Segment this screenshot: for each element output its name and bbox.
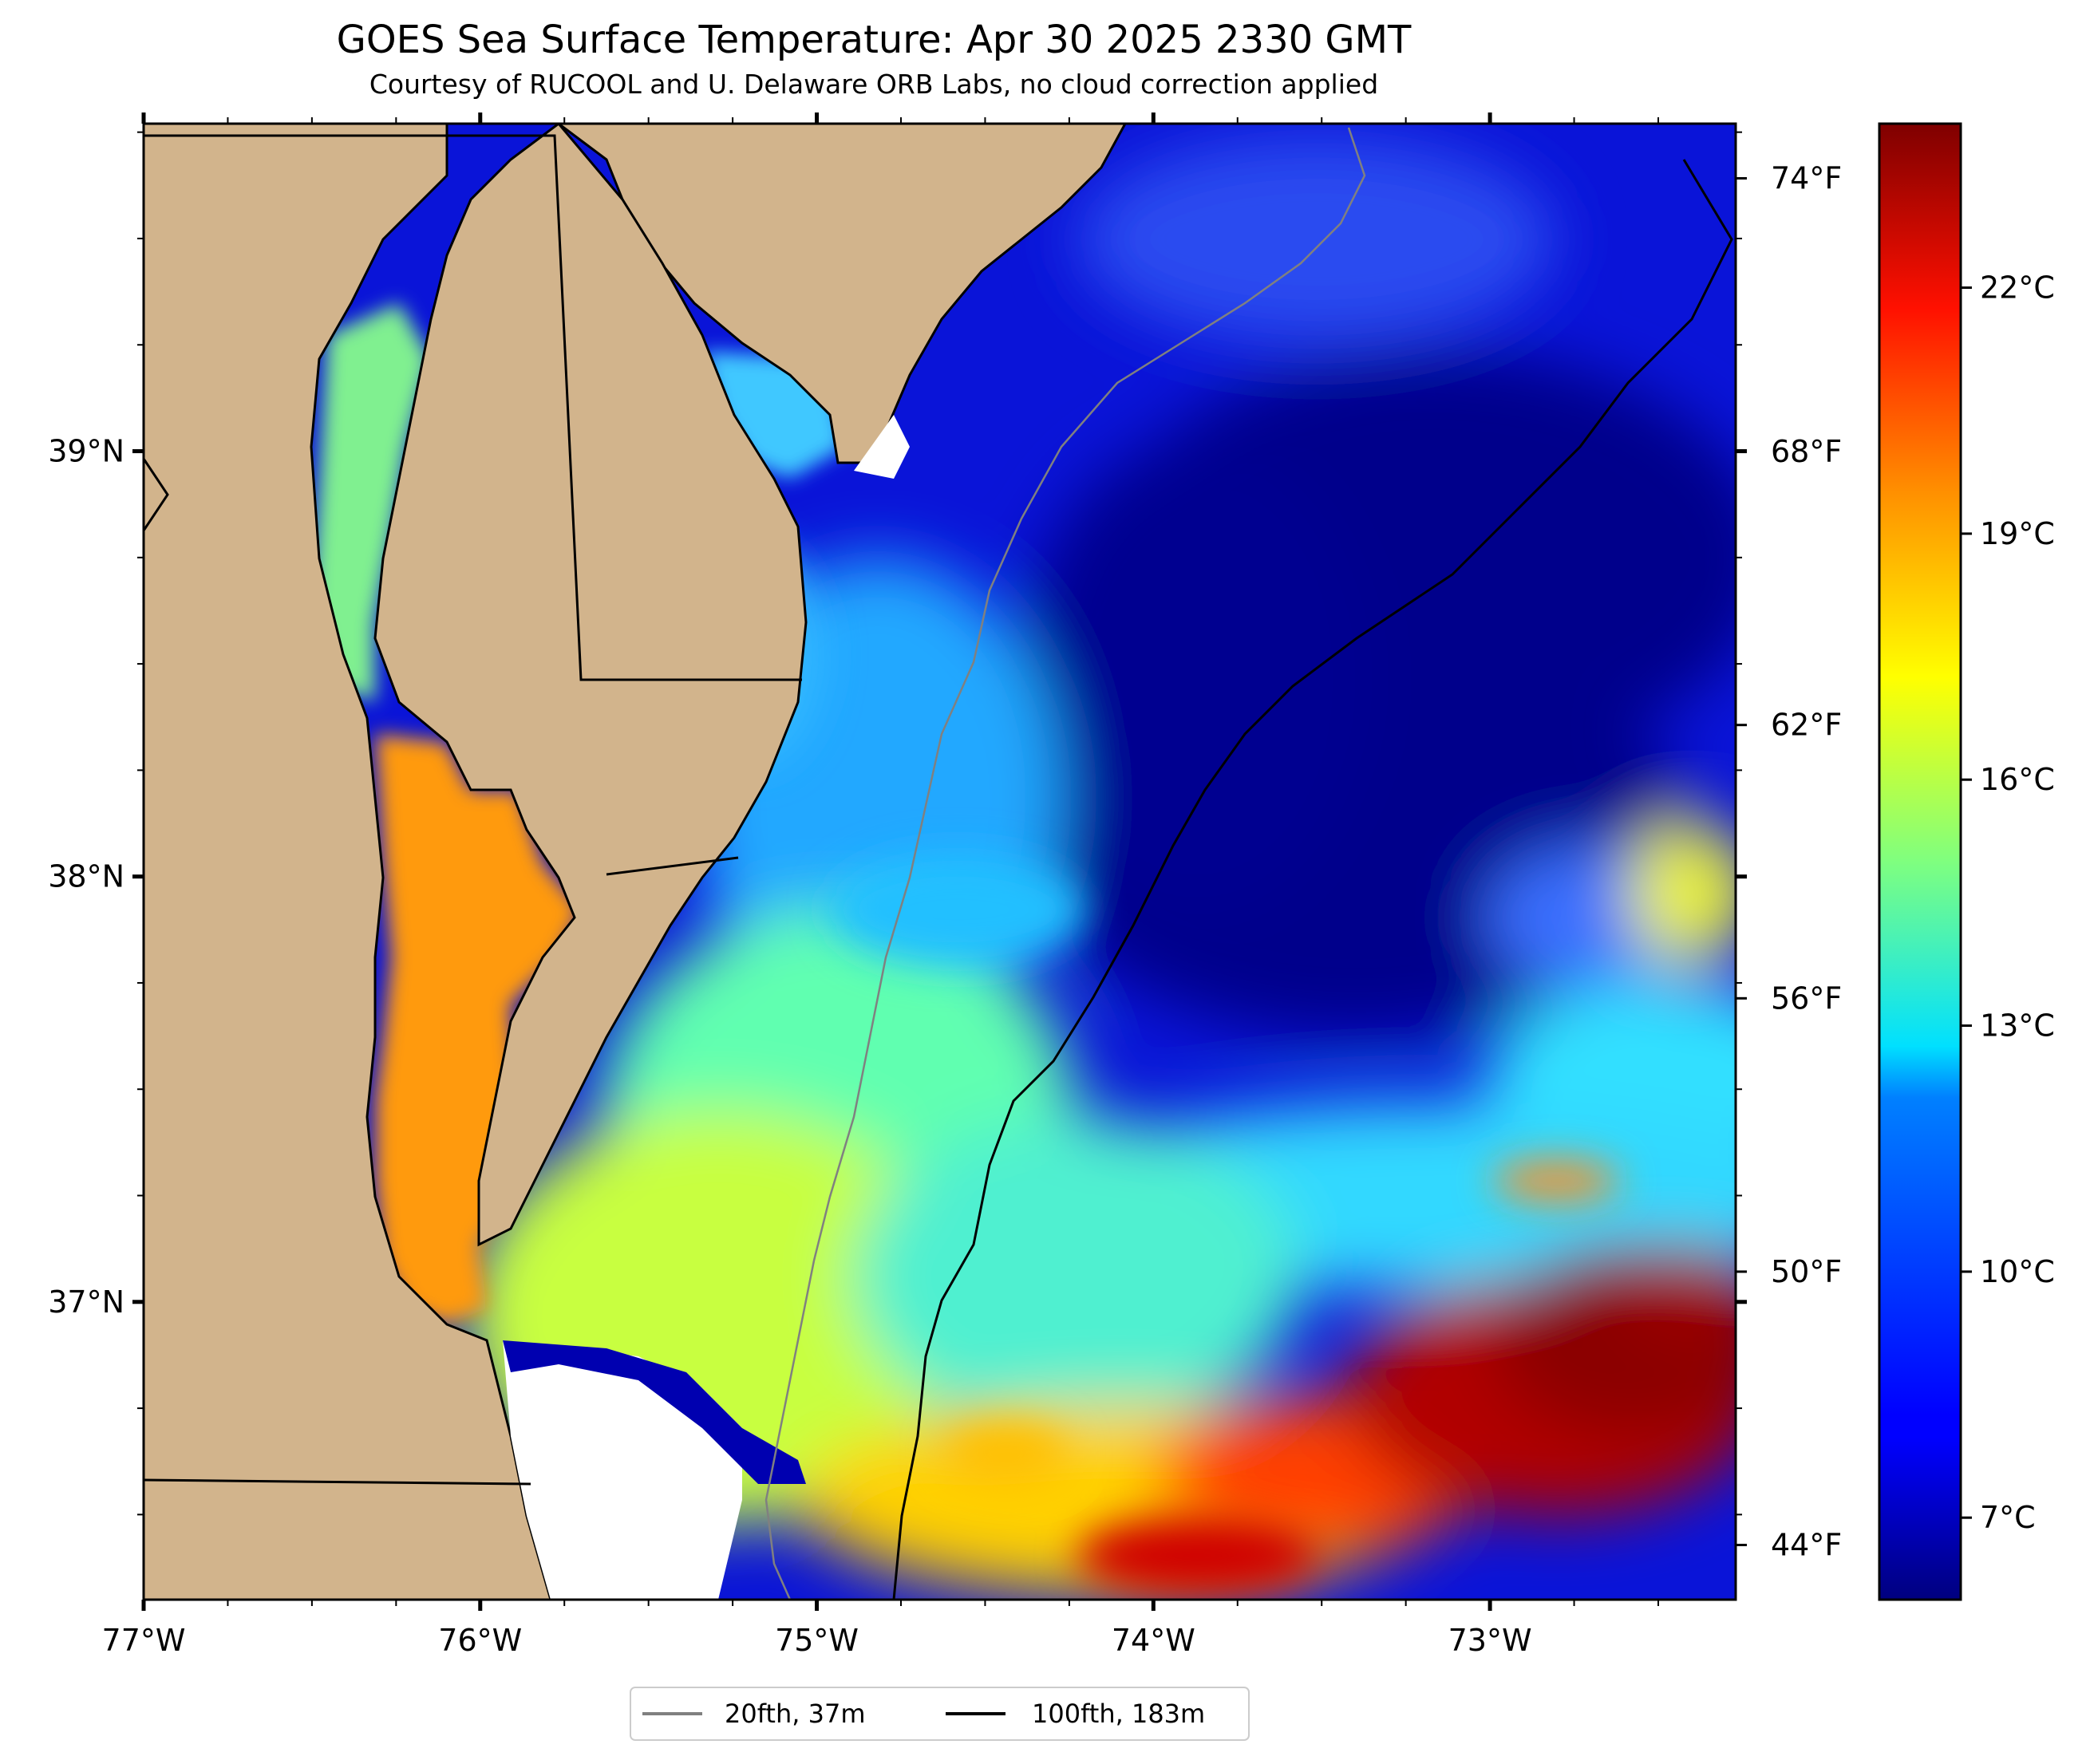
lat-tick-label: 37°N (48, 1285, 124, 1320)
lon-tick-label: 77°W (102, 1623, 186, 1658)
lon-tick-label: 74°W (1112, 1623, 1195, 1658)
celsius-tick-label: 7°C (1980, 1500, 2036, 1535)
celsius-tick-label: 22°C (1980, 270, 2055, 306)
colorbar-ticks: 7°C 10°C 13°C 16°C 19°C 22°C 44°F 50°F 56°F 62°F 6… (1736, 161, 2055, 1562)
lon-tick-label: 75°W (775, 1623, 859, 1658)
legend: 20fth, 37m 100fth, 183m (630, 1687, 1250, 1741)
lat-tick-label: 38°N (48, 859, 124, 894)
lon-tick-label: 73°W (1448, 1623, 1532, 1658)
legend-label-20fth: 20fth, 37m (725, 1699, 865, 1729)
fahrenheit-tick-label: 62°F (1771, 708, 1842, 743)
land-masses (144, 124, 1127, 1600)
contour-100fth (892, 159, 1733, 1600)
celsius-tick-label: 13°C (1980, 1008, 2055, 1044)
map-subtitle: Courtesy of RUCOOL and U. Delaware ORB L… (369, 69, 1379, 100)
map-title: GOES Sea Surface Temperature: Apr 30 202… (336, 18, 1412, 62)
fahrenheit-tick-label: 56°F (1771, 981, 1842, 1016)
bathymetry-contours (764, 127, 1733, 1600)
contour-20fth (764, 127, 1366, 1600)
celsius-tick-label: 19°C (1980, 516, 2055, 551)
celsius-tick-label: 16°C (1980, 762, 2055, 797)
fahrenheit-tick-label: 74°F (1771, 161, 1842, 196)
lat-tick-label: 39°N (48, 434, 124, 469)
state-borders (144, 134, 802, 1486)
lon-tick-label: 76°W (438, 1623, 522, 1658)
fahrenheit-tick-label: 50°F (1771, 1254, 1842, 1289)
axis-ticks: 77°W 76°W 75°W 74°W 73°W 39°N 38°N 37°N (48, 112, 1747, 1658)
fahrenheit-tick-label: 44°F (1771, 1527, 1842, 1562)
plot-frame (142, 122, 1737, 1601)
celsius-tick-label: 10°C (1980, 1254, 2055, 1289)
colorbar (1878, 122, 1962, 1601)
fahrenheit-tick-label: 68°F (1771, 434, 1842, 469)
legend-label-100fth: 100fth, 183m (1032, 1699, 1205, 1729)
